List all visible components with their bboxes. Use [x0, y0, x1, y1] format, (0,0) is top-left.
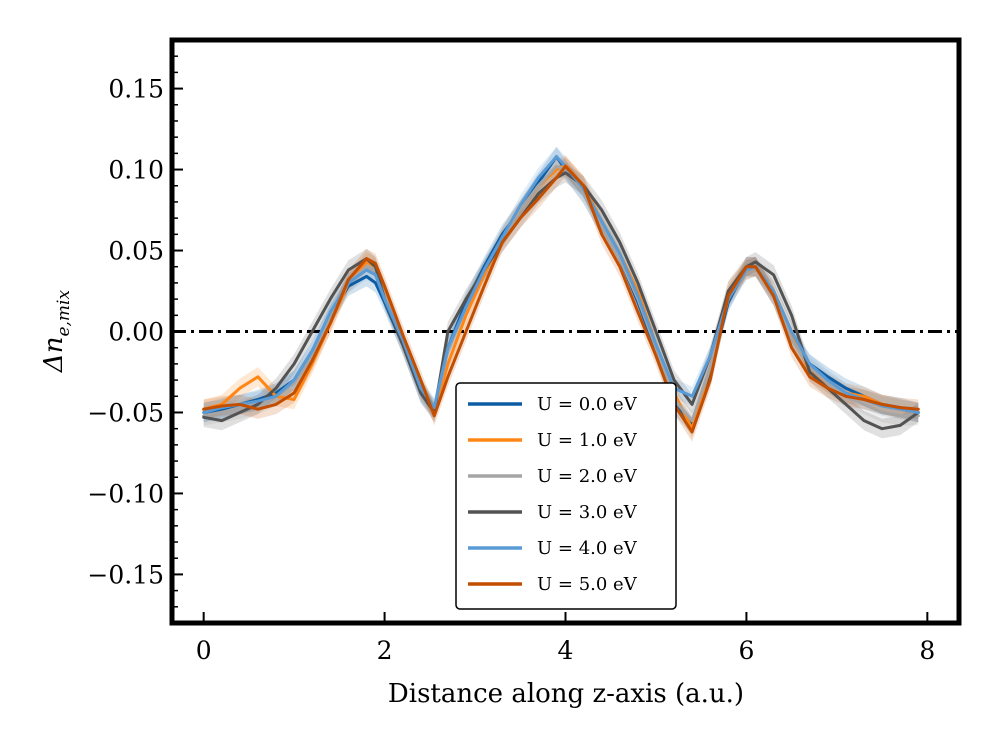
series-lines [202, 155, 920, 434]
x-tick-label: 6 [738, 636, 754, 665]
y-axis-label-main: Δn [39, 337, 69, 374]
legend-label: U = 2.0 eV [537, 466, 638, 487]
svg-text:Δne,mix: Δne,mix [39, 290, 74, 374]
plot-frame [169, 37, 962, 626]
y-tick-label: −0.10 [87, 479, 164, 508]
y-tick-label: 0.05 [108, 237, 164, 266]
series-line [202, 155, 920, 414]
legend-label: U = 3.0 eV [537, 502, 638, 523]
legend-label: U = 1.0 eV [537, 430, 638, 451]
y-tick-label: 0.10 [108, 156, 164, 185]
x-tick-label: 2 [377, 636, 393, 665]
legend: U = 0.0 eV U = 1.0 eV U = 2.0 eV U = 3.0 eV… [455, 382, 677, 610]
legend-label: U = 5.0 eV [537, 574, 638, 595]
y-tick-label: −0.15 [87, 560, 164, 589]
y-tick-label: 0.00 [108, 318, 164, 347]
y-axis-ticks: −0.15 −0.10 −0.05 0.00 0.05 0.10 0.15 [87, 55, 183, 608]
series-line [202, 164, 920, 434]
legend-label: U = 0.0 eV [537, 394, 638, 415]
x-tick-label: 8 [919, 636, 935, 665]
x-tick-label: 0 [196, 636, 212, 665]
series-band [203, 163, 919, 439]
x-tick-label: 4 [558, 636, 574, 665]
legend-label: U = 4.0 eV [537, 538, 638, 559]
y-axis-label: Δne,mix [39, 290, 74, 374]
x-axis-label: Distance along z-axis (a.u.) [388, 679, 744, 709]
y-tick-label: 0.15 [108, 75, 164, 104]
x-axis-ticks: 0 2 4 6 8 [196, 612, 935, 665]
y-axis-label-sub: e,mix [54, 290, 74, 337]
y-tick-label: −0.05 [87, 398, 164, 427]
